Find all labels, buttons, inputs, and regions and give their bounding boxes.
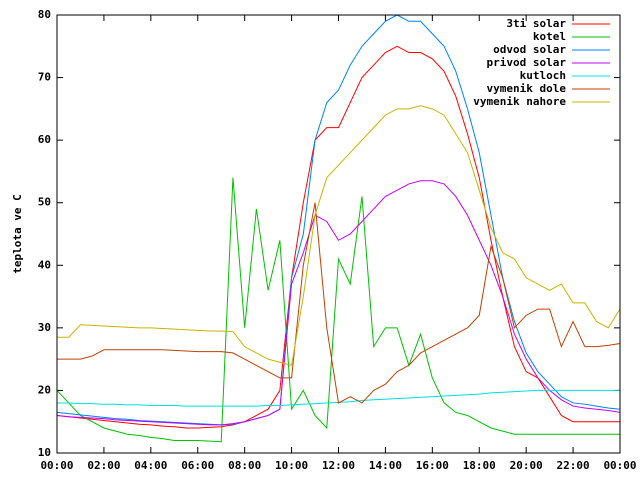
x-tick-label: 02:00	[87, 459, 120, 472]
y-tick-label: 30	[38, 321, 51, 334]
legend-label: privod solar	[487, 56, 567, 69]
x-tick-label: 04:00	[134, 459, 167, 472]
series-line	[56, 45, 620, 429]
series-line	[57, 202, 621, 404]
series-line	[56, 180, 621, 426]
x-tick-label: 16:00	[416, 459, 449, 472]
x-tick-label: 06:00	[181, 459, 214, 472]
legend-label: odvod solar	[493, 43, 566, 56]
plot-border	[56, 14, 621, 454]
y-tick-label: 20	[38, 383, 51, 396]
x-tick-label: 18:00	[463, 459, 496, 472]
y-tick-label: 60	[38, 133, 51, 146]
x-tick-label: 08:00	[228, 459, 261, 472]
y-tick-label: 70	[38, 71, 51, 84]
x-tick-label: 00:00	[40, 459, 73, 472]
x-tick-label: 00:00	[603, 459, 636, 472]
series-line	[57, 105, 621, 367]
x-tick-label: 12:00	[322, 459, 355, 472]
x-tick-label: 22:00	[557, 459, 590, 472]
legend-label: kutloch	[520, 69, 566, 82]
y-tick-label: 50	[38, 196, 51, 209]
y-axis-label: teplota ve C	[11, 194, 24, 273]
legend-label: vymenik dole	[487, 82, 567, 95]
x-tick-label: 20:00	[510, 459, 543, 472]
x-tick-label: 14:00	[369, 459, 402, 472]
x-tick-label: 10:00	[275, 459, 308, 472]
legend-label: 3ti solar	[506, 17, 566, 30]
y-tick-label: 40	[38, 258, 51, 271]
legend-label: kotel	[533, 30, 566, 43]
series-line	[56, 177, 620, 443]
legend-label: vymenik nahore	[473, 95, 566, 108]
y-tick-label: 10	[38, 446, 51, 459]
series-line	[56, 14, 621, 426]
y-tick-label: 80	[38, 8, 51, 21]
